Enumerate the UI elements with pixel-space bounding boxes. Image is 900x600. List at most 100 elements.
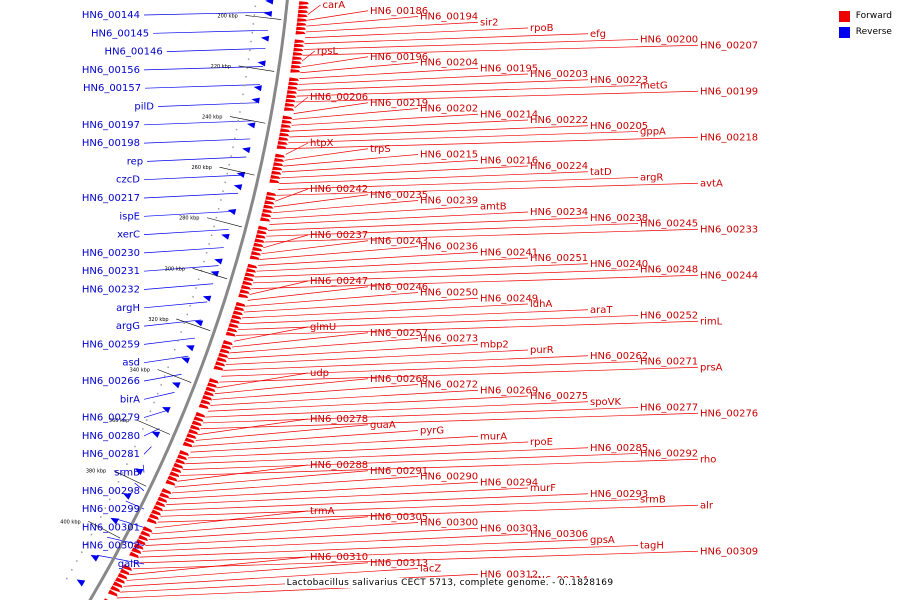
- forward-gene-label: HN6_00312: [480, 569, 538, 580]
- forward-connector: [232, 332, 369, 348]
- forward-connector: [264, 228, 699, 243]
- reverse-label: Reverse: [855, 27, 892, 37]
- forward-gene-arrow: [264, 200, 275, 205]
- forward-gene-label: HN6_00238: [590, 213, 648, 224]
- reverse-gene-arrow: [90, 554, 100, 562]
- forward-gene-arrow: [243, 276, 254, 282]
- track-dot: [121, 472, 124, 474]
- reverse-connector: [143, 355, 189, 364]
- forward-gene-label: htpX: [310, 138, 334, 149]
- forward-connector: [306, 16, 419, 27]
- forward-gene-label: HN6_00292: [640, 449, 698, 460]
- reverse-connector: [143, 229, 229, 235]
- forward-gene-arrow: [298, 9, 309, 14]
- forward-gene-arrow: [228, 323, 239, 329]
- forward-gene-arrow: [193, 416, 204, 422]
- forward-gene-label: amtB: [480, 201, 507, 212]
- forward-gene-arrow: [208, 378, 219, 384]
- forward-gene-label: alr: [700, 500, 714, 511]
- track-dot: [160, 384, 162, 386]
- track-dot: [180, 331, 182, 333]
- track-dot: [65, 577, 68, 580]
- forward-gene-arrow: [229, 318, 241, 324]
- track-dot: [250, 40, 252, 43]
- forward-connector: [203, 407, 639, 424]
- forward-gene-label: HN6_00218: [700, 132, 758, 143]
- forward-gene-label: HN6_00272: [420, 380, 478, 391]
- reverse-gene-arrow: [257, 60, 266, 67]
- forward-connector: [279, 171, 589, 185]
- forward-gene-arrow: [272, 166, 283, 171]
- forward-gene-label: rpoB: [530, 23, 554, 34]
- reverse-gene-label: HN6_00302: [82, 541, 140, 552]
- forward-connector: [148, 522, 419, 540]
- forward-connector: [157, 504, 699, 523]
- forward-connector: [301, 50, 316, 62]
- reverse-gene-arrow: [236, 171, 246, 178]
- forward-gene-arrow: [292, 56, 303, 60]
- forward-connector: [281, 159, 479, 173]
- tick-mark: [238, 65, 275, 72]
- forward-gene-label: HN6_00290: [420, 472, 478, 483]
- forward-gene-label: HN6_00246: [370, 282, 428, 293]
- track-dot: [240, 102, 243, 104]
- track-dot: [173, 348, 176, 351]
- track-dot: [243, 84, 246, 87]
- tick-mark: [219, 166, 255, 176]
- forward-gene-label: HN6_00242: [310, 184, 368, 195]
- reverse-connector: [166, 48, 266, 52]
- forward-gene-arrow: [263, 204, 274, 209]
- reverse-connector: [143, 192, 239, 199]
- forward-connector: [221, 361, 639, 377]
- forward-gene-label: gppA: [640, 127, 666, 138]
- track-dot: [138, 436, 140, 439]
- reverse-connector: [143, 446, 152, 455]
- forward-gene-arrow: [274, 157, 285, 162]
- reverse-gene-arrow: [202, 295, 212, 302]
- forward-gene-arrow: [280, 124, 292, 128]
- reverse-connector: [134, 482, 145, 492]
- forward-gene-label: HN6_00194: [420, 12, 478, 23]
- forward-gene-arrow: [280, 128, 291, 132]
- reverse-gene-arrow: [161, 407, 171, 414]
- reverse-gene-arrow: [227, 209, 237, 216]
- track-dot: [252, 23, 255, 25]
- forward-connector: [305, 27, 529, 39]
- reverse-gene-label: galR: [118, 559, 140, 570]
- reverse-gene-arrow: [134, 468, 144, 476]
- reverse-connector: [143, 410, 168, 418]
- tick-label: 260 kbp: [192, 165, 212, 171]
- reverse-connector: [143, 301, 208, 309]
- forward-gene-arrow: [240, 284, 251, 290]
- track-dot: [230, 155, 232, 157]
- track-dot: [237, 120, 240, 122]
- forward-gene-label: rimL: [700, 316, 723, 327]
- reverse-connector: [143, 428, 160, 437]
- forward-gene-arrow: [296, 26, 307, 31]
- forward-gene-label: tatD: [590, 167, 612, 178]
- forward-connector: [269, 211, 529, 225]
- reverse-gene-label: HN6_00217: [82, 193, 140, 204]
- forward-gene-arrow: [249, 255, 260, 260]
- forward-gene-arrow: [262, 208, 273, 213]
- forward-connector: [177, 464, 309, 482]
- forward-gene-arrow: [286, 90, 298, 94]
- forward-connector: [160, 499, 639, 517]
- forward-connector: [174, 470, 369, 488]
- reverse-gene-label: ispE: [119, 211, 140, 222]
- track-dot: [208, 243, 210, 245]
- forward-connector: [169, 481, 479, 500]
- forward-gene-label: araT: [590, 305, 613, 316]
- forward-gene-label: HN6_00294: [480, 477, 538, 488]
- forward-gene-label: HN6_00244: [700, 270, 758, 281]
- forward-gene-arrow: [282, 115, 293, 120]
- reverse-gene-arrow: [171, 382, 181, 389]
- forward-connector: [182, 453, 639, 470]
- forward-gene-label: murA: [480, 431, 507, 442]
- track-dot: [246, 67, 249, 69]
- forward-connector: [263, 234, 309, 249]
- forward-connector: [301, 56, 369, 68]
- forward-connector: [283, 154, 419, 167]
- forward-gene-arrow: [122, 564, 132, 571]
- track-dot: [163, 375, 166, 377]
